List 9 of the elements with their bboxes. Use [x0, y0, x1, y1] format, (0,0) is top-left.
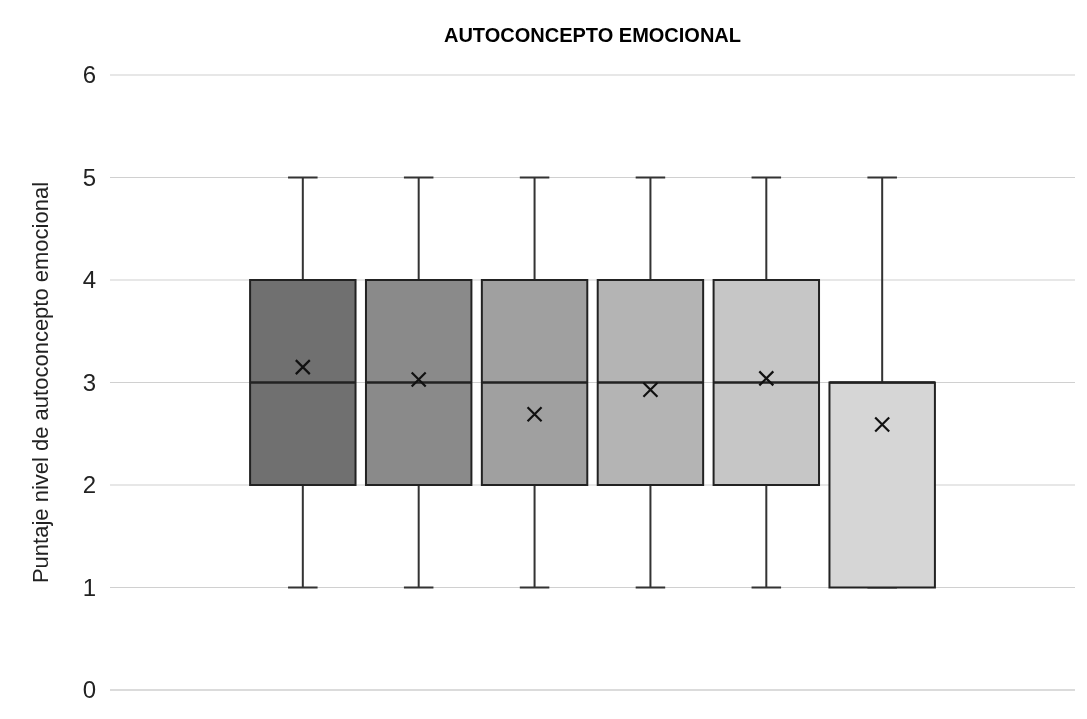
y-tick-label: 1: [82, 573, 96, 601]
chart-title: AUTOCONCEPTO EMOCIONAL: [443, 24, 742, 46]
y-tick-label: 2: [82, 471, 96, 499]
y-tick-label: 0: [82, 676, 96, 704]
y-tick-label: 5: [82, 163, 96, 191]
y-tick-label: 4: [82, 266, 96, 294]
y-axis-title: Puntaje nivel de autoconcepto emocional: [28, 181, 53, 584]
y-tick-label: 3: [82, 368, 96, 396]
y-tick-label: 6: [82, 61, 96, 89]
